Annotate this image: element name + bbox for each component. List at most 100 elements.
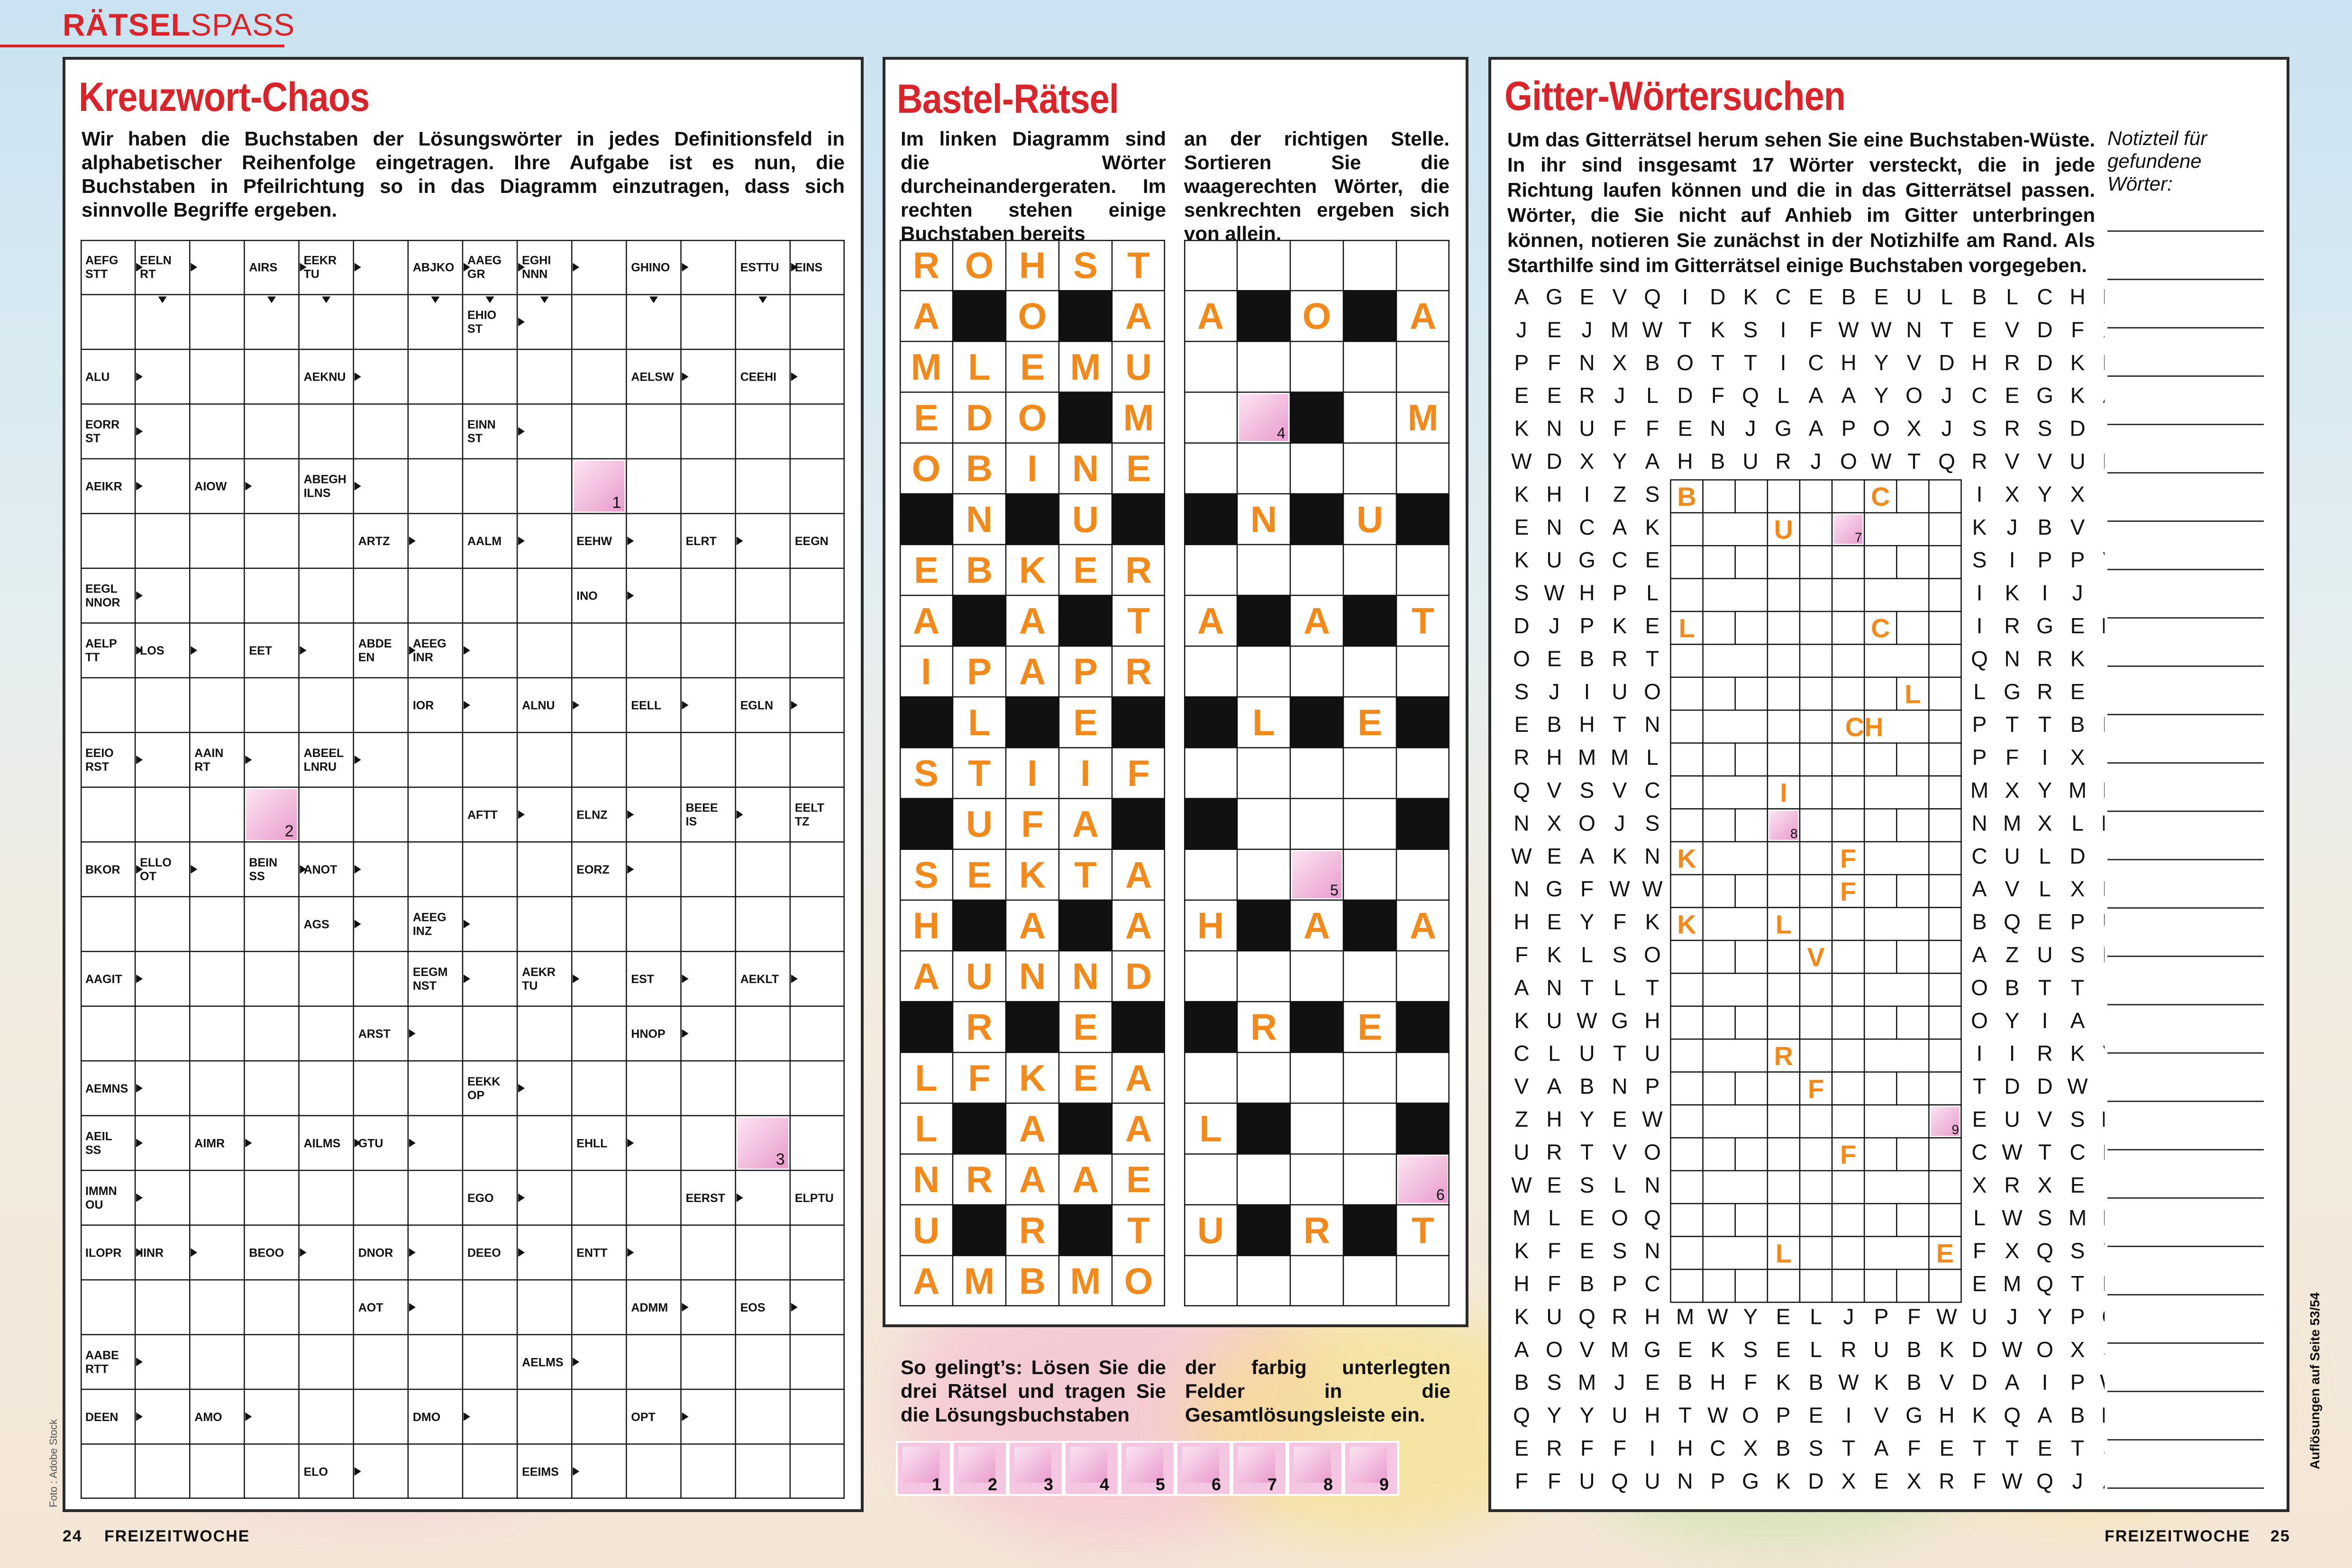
gitter-cell[interactable] — [1767, 545, 1801, 579]
notes-line[interactable] — [2107, 762, 2264, 764]
gitter-cell[interactable] — [1734, 939, 1769, 974]
gitter-cell[interactable] — [1896, 1203, 1930, 1237]
gitter-cell[interactable] — [1896, 611, 1930, 645]
gitter-cell[interactable] — [1831, 1005, 1865, 1040]
solution-cell[interactable] — [737, 1117, 788, 1169]
gitter-cell[interactable] — [1702, 1071, 1736, 1106]
gitter-cell[interactable] — [1831, 808, 1865, 843]
gitter-cell[interactable] — [1767, 1071, 1801, 1106]
gitter-cell[interactable] — [1831, 841, 1865, 875]
gitter-cell[interactable] — [1767, 644, 1801, 678]
gitter-cell[interactable] — [1734, 808, 1769, 843]
gitter-cell[interactable] — [1734, 874, 1769, 908]
gitter-cell[interactable] — [1799, 1203, 1833, 1237]
gitter-cell[interactable] — [1670, 1203, 1704, 1237]
gitter-cell[interactable] — [1863, 939, 1897, 974]
gitter-cell[interactable] — [1831, 973, 1865, 1007]
gitter-cell[interactable] — [1799, 1005, 1833, 1040]
solution-cell[interactable] — [574, 460, 625, 512]
solution-cell[interactable] — [1834, 514, 1863, 544]
gitter-cell[interactable] — [1896, 545, 1930, 579]
gitter-cell[interactable] — [1896, 874, 1930, 908]
notes-line[interactable] — [2107, 1439, 2264, 1440]
gitter-cell[interactable] — [1767, 1038, 1801, 1073]
gitter-cell[interactable] — [1734, 545, 1769, 579]
gitter-cell[interactable] — [1896, 479, 1930, 514]
gitter-cell[interactable] — [1670, 512, 1704, 547]
gitter-cell[interactable] — [1896, 676, 1930, 711]
gitter-cell[interactable] — [1734, 676, 1769, 711]
notes-line[interactable] — [2107, 956, 2264, 957]
gitter-cell[interactable] — [1767, 1137, 1801, 1172]
gitter-cell[interactable] — [1928, 742, 1962, 777]
gitter-cell[interactable] — [1831, 907, 1865, 941]
notes-line[interactable] — [2107, 569, 2264, 570]
gitter-cell[interactable] — [1863, 808, 1897, 843]
solution-bar[interactable]: 1 2 3 4 5 6 7 8 9 — [896, 1441, 1408, 1498]
gitter-cell[interactable] — [1734, 742, 1769, 777]
gitter-cell[interactable] — [1670, 775, 1704, 810]
gitter-cell[interactable] — [1702, 1268, 1736, 1303]
gitter-cell[interactable] — [1799, 939, 1833, 974]
solution-cell[interactable] — [1398, 1156, 1448, 1203]
notes-line[interactable] — [2107, 1101, 2264, 1102]
gitter-cell[interactable] — [1670, 545, 1704, 579]
gitter-cell[interactable] — [1928, 1005, 1962, 1040]
gitter-cell[interactable] — [1928, 676, 1962, 711]
gitter-cell[interactable] — [1670, 1137, 1704, 1172]
notes-line[interactable] — [2107, 1391, 2264, 1392]
gitter-cell[interactable] — [1670, 1170, 1704, 1204]
gitter-cell[interactable] — [1767, 841, 1801, 875]
gitter-cell[interactable] — [1928, 578, 1962, 612]
notes-line[interactable] — [2107, 1342, 2264, 1344]
solution-cell[interactable] — [1769, 811, 1798, 840]
gitter-cell[interactable] — [1831, 1038, 1865, 1073]
gitter-cell[interactable] — [1670, 939, 1704, 974]
gitter-cell[interactable] — [1767, 578, 1801, 612]
gitter-cell[interactable] — [1831, 1104, 1865, 1139]
bastel-right-grid[interactable]: 4 5 6 A O A M N U A A T L E H A A R E L U R T — [1184, 240, 1449, 1306]
notes-line[interactable] — [2107, 1004, 2264, 1005]
gitter-cell[interactable] — [1831, 1268, 1865, 1303]
gitter-cell[interactable] — [1670, 1268, 1704, 1303]
gitter-cell[interactable] — [1767, 611, 1801, 645]
gitter-cell[interactable] — [1928, 512, 1962, 547]
notes-line[interactable] — [2107, 472, 2264, 474]
gitter-cell[interactable] — [1799, 1268, 1833, 1303]
solution-cell[interactable] — [1239, 394, 1288, 441]
gitter-cell[interactable] — [1928, 1137, 1962, 1172]
gitter-cell[interactable] — [1767, 742, 1801, 777]
gitter-cell[interactable] — [1863, 1203, 1897, 1237]
notes-line[interactable] — [2107, 811, 2264, 812]
gitter-cell[interactable] — [1831, 1203, 1865, 1237]
gitter-cell[interactable] — [1799, 808, 1833, 843]
gitter-cell[interactable] — [1767, 479, 1801, 514]
gitter-cell[interactable] — [1767, 939, 1801, 974]
notes-line[interactable] — [2107, 859, 2264, 860]
gitter-cell[interactable] — [1702, 939, 1736, 974]
gitter-cell[interactable] — [1896, 808, 1930, 843]
gitter-cell[interactable] — [1928, 775, 1962, 810]
gitter-cell[interactable] — [1734, 611, 1769, 645]
gitter-cell[interactable] — [1928, 808, 1962, 843]
gitter-cell[interactable] — [1702, 479, 1736, 514]
gitter-cell[interactable] — [1734, 1071, 1769, 1106]
gitter-cell[interactable] — [1831, 479, 1865, 514]
notes-line[interactable] — [2107, 1246, 2264, 1247]
gitter-cell[interactable] — [1831, 939, 1865, 974]
gitter-cell[interactable] — [1767, 1104, 1801, 1139]
gitter-cell[interactable] — [1767, 1268, 1801, 1303]
gitter-cell[interactable] — [1734, 1137, 1769, 1172]
gitter-cell[interactable] — [1928, 1203, 1962, 1237]
gitter-cell[interactable] — [1767, 1203, 1801, 1237]
gitter-cell[interactable] — [1670, 578, 1704, 612]
gitter-cell[interactable] — [1702, 808, 1736, 843]
notes-line[interactable] — [2107, 617, 2264, 619]
notes-line[interactable] — [2107, 1294, 2264, 1295]
gitter-cell[interactable] — [1670, 808, 1704, 843]
gitter-cell[interactable] — [1670, 1038, 1704, 1073]
gitter-cell[interactable] — [1767, 973, 1801, 1007]
notes-area[interactable] — [2107, 60, 2269, 1489]
gitter-cell[interactable] — [1831, 578, 1865, 612]
notes-line[interactable] — [2107, 230, 2264, 232]
